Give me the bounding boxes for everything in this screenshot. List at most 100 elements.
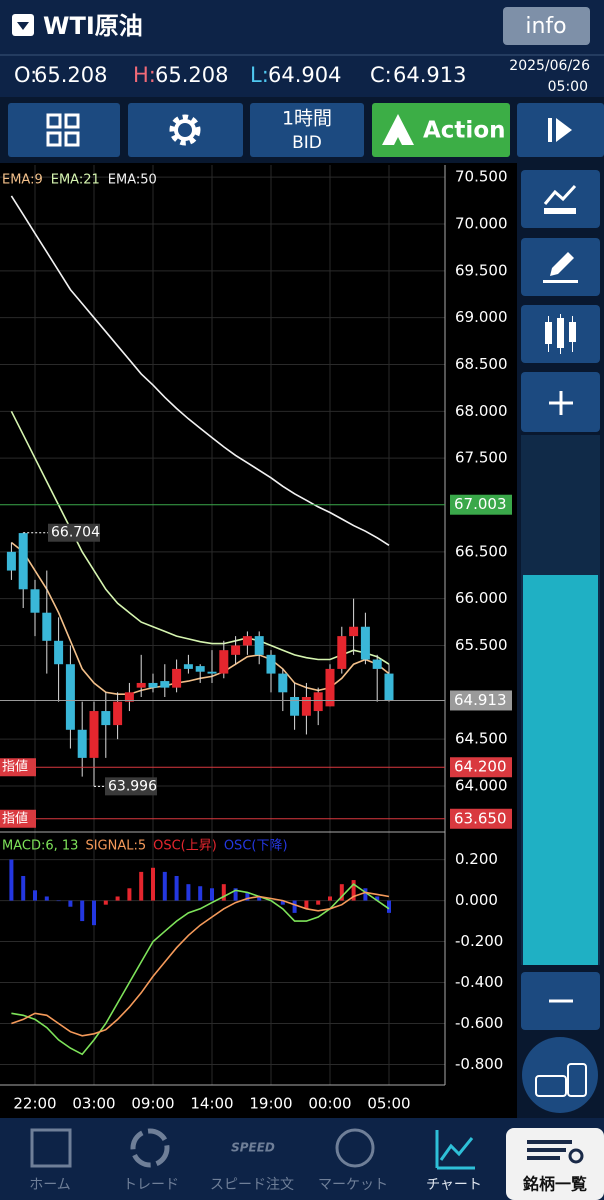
order-tag-box	[0, 758, 36, 777]
candle-body	[254, 636, 264, 655]
price-type: BID	[292, 133, 322, 153]
pencil-icon	[550, 252, 574, 276]
extreme-label: 66.704	[51, 525, 100, 541]
price-label: 67.003	[454, 495, 507, 513]
quote-label: L:	[250, 63, 269, 87]
candle-body	[384, 673, 394, 701]
candle-body	[207, 671, 217, 674]
candle-body	[231, 645, 241, 655]
osc-bar	[233, 888, 238, 901]
info-button[interactable]	[503, 7, 590, 45]
grid-icon	[46, 113, 80, 147]
candle-body	[6, 551, 16, 571]
osc-bar	[316, 900, 321, 905]
action-label: Action	[423, 118, 506, 144]
candle-body	[183, 664, 193, 669]
order-tag: 指値	[2, 810, 28, 826]
candle-body	[349, 626, 359, 637]
candle-body	[325, 668, 335, 707]
osc-bar	[9, 859, 14, 901]
x-tick-label: 00:00	[308, 1095, 351, 1113]
osc-bar	[210, 888, 214, 901]
macd-legend: SIGNAL:5	[85, 839, 146, 854]
price-box	[450, 690, 512, 711]
indicator-button[interactable]	[521, 170, 600, 228]
osc-bar	[174, 875, 179, 901]
timeframe-button[interactable]	[250, 103, 364, 157]
candle-body	[77, 729, 87, 758]
candle-body	[113, 701, 123, 726]
candle-body	[195, 666, 205, 672]
quote-value: 65.208	[155, 63, 228, 87]
y-tick-label: 65.500	[455, 636, 508, 654]
osc-bar	[198, 886, 203, 901]
layout-button[interactable]	[8, 103, 120, 157]
candle-body	[290, 697, 300, 716]
trade-icon	[130, 1128, 170, 1168]
candle-body	[301, 697, 311, 716]
quote-value: 64.913	[393, 63, 466, 87]
candle-body	[278, 673, 288, 693]
x-tick-label: 19:00	[249, 1095, 292, 1113]
osc-bar	[363, 888, 368, 901]
macd-legend: MACD:6, 13	[2, 839, 78, 854]
osc-bar	[33, 890, 37, 901]
macd-legend: OSC(上昇)	[153, 839, 217, 854]
y-tick-label: 67.500	[455, 449, 508, 467]
settings-button[interactable]	[128, 103, 243, 157]
y-tick-label: -0.200	[455, 932, 503, 950]
osc-bar	[292, 900, 297, 913]
candle-body	[360, 626, 370, 660]
market-icon	[335, 1128, 375, 1168]
nav-label: 銘柄一覧	[523, 1175, 587, 1194]
osc-bar	[56, 900, 61, 902]
candle-body	[266, 654, 276, 674]
x-tick-label: 22:00	[13, 1095, 56, 1113]
nav-label: チャート	[426, 1177, 482, 1193]
osc-bar	[151, 867, 155, 901]
price-box	[450, 757, 512, 778]
timeframe: 1時間	[282, 108, 332, 130]
candle-body	[65, 664, 75, 730]
osc-bar	[375, 896, 380, 901]
candle-body	[101, 711, 111, 726]
candle-body	[42, 612, 52, 641]
list-icon	[527, 1140, 572, 1160]
osc-bar	[115, 896, 120, 901]
action-icon	[382, 114, 414, 145]
nav-label: トレード	[123, 1177, 179, 1193]
zoom-slider[interactable]	[523, 575, 598, 965]
osc-bar	[304, 900, 309, 909]
time: 05:00	[548, 79, 588, 95]
bottom-nav	[0, 1118, 604, 1200]
candle-body	[313, 692, 323, 712]
price-label: 64.200	[454, 758, 507, 776]
osc-bar	[387, 900, 391, 913]
ema-legend: EMA:21	[51, 173, 100, 188]
play-icon	[556, 118, 572, 142]
candle-body	[160, 681, 170, 688]
candle-body	[18, 533, 28, 590]
quote-value: 65.208	[34, 63, 107, 87]
candle-body	[219, 650, 229, 674]
gear-ring	[174, 119, 196, 141]
y-tick-label: 64.500	[455, 730, 508, 748]
y-tick-label: 68.000	[455, 402, 508, 420]
osc-bar	[257, 896, 262, 901]
y-tick-label: -0.600	[455, 1014, 503, 1032]
nav-label: ホーム	[29, 1177, 71, 1193]
rotate-phone	[567, 1063, 587, 1097]
osc-bar	[80, 900, 85, 922]
order-tag-box	[0, 809, 36, 828]
date: 2025/06/26	[509, 58, 590, 74]
y-tick-label: -0.800	[455, 1055, 503, 1073]
x-tick-label: 09:00	[131, 1095, 174, 1113]
indicator-bars	[544, 208, 576, 214]
extreme-box	[105, 777, 157, 796]
y-tick-label: 69.500	[455, 261, 508, 279]
candle-body	[337, 636, 347, 669]
candle-icon	[545, 314, 576, 354]
speed-icon: SPEED	[231, 1141, 275, 1155]
y-tick-label: 69.000	[455, 308, 508, 326]
